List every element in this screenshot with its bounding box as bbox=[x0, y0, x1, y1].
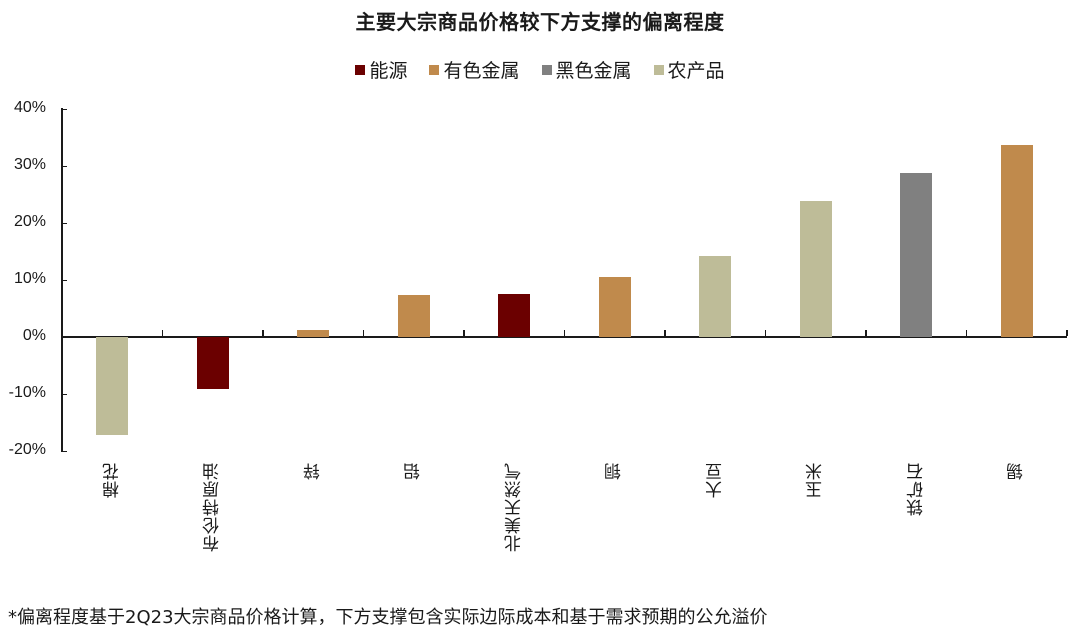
x-tick bbox=[161, 330, 163, 336]
y-tick-label: 30% bbox=[13, 156, 46, 173]
x-tick-label: 棉花 bbox=[102, 462, 123, 498]
x-label-wrap: 大豆 bbox=[700, 462, 730, 498]
legend-swatch-icon bbox=[355, 64, 366, 75]
x-label-wrap: 玉米 bbox=[801, 462, 831, 498]
bar-2 bbox=[297, 330, 330, 337]
bar-3 bbox=[397, 294, 430, 337]
x-label-wrap: 锌 bbox=[298, 462, 328, 480]
legend-label: 农产品 bbox=[667, 60, 725, 82]
x-tick bbox=[865, 330, 867, 336]
x-tick-label: 大豆 bbox=[705, 462, 726, 498]
chart-title: 主要大宗商品价格较下方支撑的偏离程度 bbox=[355, 10, 725, 34]
y-tick bbox=[61, 108, 67, 110]
y-tick bbox=[61, 393, 67, 395]
legend-swatch-icon bbox=[653, 64, 664, 75]
legend-label: 有色金属 bbox=[443, 60, 520, 82]
x-axis bbox=[61, 336, 1067, 338]
x-tick-label: 锌 bbox=[303, 462, 324, 480]
x-tick-label: 北美天然气 bbox=[504, 462, 525, 552]
x-tick-label: 布伦特原油 bbox=[203, 462, 224, 552]
x-tick bbox=[262, 330, 264, 336]
legend-swatch-icon bbox=[541, 64, 552, 75]
legend-label: 黑色金属 bbox=[555, 60, 632, 82]
x-tick bbox=[965, 330, 967, 336]
x-tick-label: 玉米 bbox=[806, 462, 827, 498]
bar-6 bbox=[699, 256, 732, 337]
legend-item-ferrous: 黑色金属 bbox=[541, 56, 632, 83]
x-tick-label: 铜 bbox=[605, 462, 626, 480]
y-tick-label: 10% bbox=[13, 270, 46, 287]
x-label-wrap: 锡 bbox=[1002, 462, 1032, 480]
x-label-wrap: 布伦特原油 bbox=[198, 462, 228, 552]
x-tick-label: 铝 bbox=[404, 462, 425, 480]
y-tick bbox=[61, 336, 67, 338]
footnote: *偏离程度基于2Q23大宗商品价格计算，下方支撑包含实际边际成本和基于需求预期的… bbox=[8, 607, 768, 628]
bar-0 bbox=[96, 337, 129, 436]
x-tick bbox=[664, 330, 666, 336]
x-tick bbox=[1066, 330, 1068, 336]
x-tick bbox=[563, 330, 565, 336]
y-tick-label: 20% bbox=[13, 213, 46, 230]
x-tick-label: 铁矿石 bbox=[906, 462, 927, 516]
legend-item-energy: 能源 bbox=[355, 56, 407, 83]
y-tick-label: -10% bbox=[8, 384, 46, 401]
x-tick bbox=[463, 330, 465, 336]
x-label-wrap: 北美天然气 bbox=[499, 462, 529, 552]
x-tick bbox=[362, 330, 364, 336]
x-label-wrap: 铝 bbox=[399, 462, 429, 480]
bar-1 bbox=[196, 337, 229, 389]
bar-8 bbox=[900, 172, 933, 337]
y-tick bbox=[61, 450, 67, 452]
bar-5 bbox=[598, 277, 631, 337]
x-label-wrap: 铁矿石 bbox=[901, 462, 931, 516]
y-tick-label: -20% bbox=[8, 441, 46, 458]
x-label-wrap: 铜 bbox=[600, 462, 630, 480]
x-tick-label: 锡 bbox=[1007, 462, 1028, 480]
legend-label: 能源 bbox=[369, 60, 408, 82]
bar-9 bbox=[1000, 144, 1033, 337]
bar-7 bbox=[799, 200, 832, 337]
legend-swatch-icon bbox=[429, 64, 440, 75]
bar-4 bbox=[498, 293, 531, 337]
legend-item-nonferrous: 有色金属 bbox=[429, 56, 520, 83]
legend: 能源 有色金属 黑色金属 农产品 bbox=[0, 56, 1080, 83]
y-tick-label: 40% bbox=[13, 99, 46, 116]
x-tick bbox=[764, 330, 766, 336]
y-tick bbox=[61, 165, 67, 167]
y-tick bbox=[61, 279, 67, 281]
legend-item-agri: 农产品 bbox=[653, 56, 725, 83]
y-tick bbox=[61, 222, 67, 224]
x-label-wrap: 棉花 bbox=[97, 462, 127, 498]
y-tick-label: 0% bbox=[22, 327, 46, 344]
